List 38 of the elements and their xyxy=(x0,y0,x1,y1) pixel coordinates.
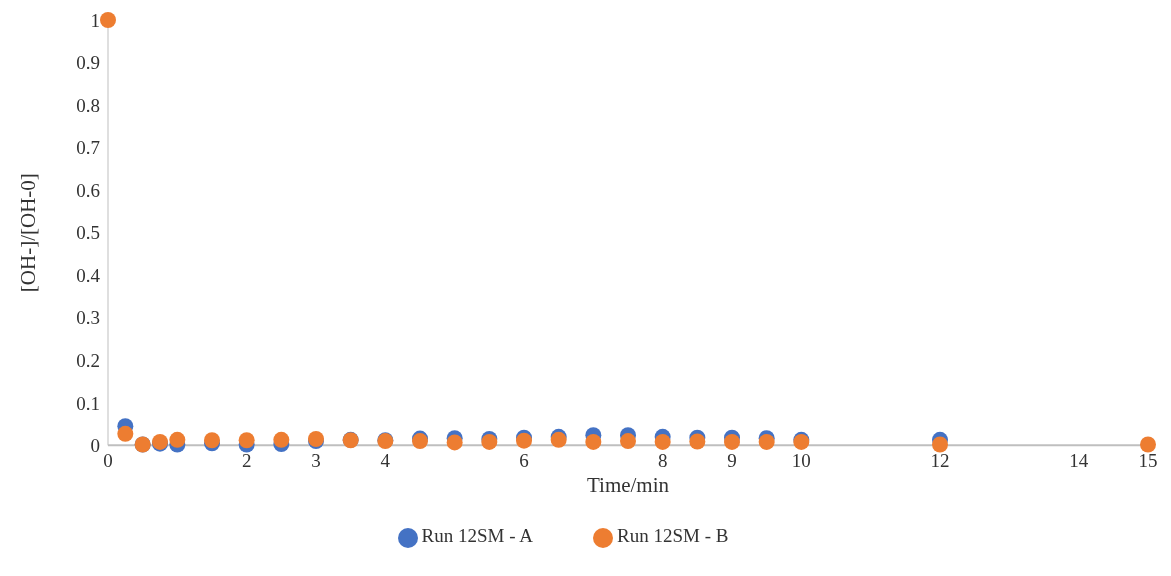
point xyxy=(1140,436,1156,453)
x-tick-label: 8 xyxy=(657,449,668,471)
y-tick-label: 0.3 xyxy=(76,307,100,329)
x-tick-label: 14 xyxy=(1069,449,1089,471)
y-tick-label: 0.8 xyxy=(76,94,100,116)
legend-label: Run 12SM - A xyxy=(421,525,533,547)
point xyxy=(446,434,463,451)
x-tick-label: 4 xyxy=(380,449,391,471)
point xyxy=(654,433,671,450)
point xyxy=(169,431,186,448)
y-axis-title: [OH-]/[OH-0] xyxy=(16,173,41,293)
point xyxy=(724,433,740,450)
y-tick-label: 0.5 xyxy=(76,222,100,244)
point xyxy=(585,433,602,450)
y-tick-label: 0.4 xyxy=(76,264,101,286)
y-tick-label: 0.7 xyxy=(76,137,100,159)
point xyxy=(620,433,636,450)
y-tick-label: 1 xyxy=(90,9,100,31)
x-tick-label: 6 xyxy=(519,449,529,471)
point xyxy=(117,425,134,442)
point xyxy=(689,433,706,450)
point xyxy=(273,431,290,448)
point xyxy=(238,432,255,449)
x-tick-label: 10 xyxy=(791,449,811,471)
y-tick-label: 0.2 xyxy=(76,350,100,372)
x-tick-label: 12 xyxy=(930,449,950,471)
x-tick-label: 3 xyxy=(311,449,321,471)
legend-label: Run 12SM - B xyxy=(617,525,729,547)
y-tick-label: 0.9 xyxy=(76,52,100,74)
x-axis-title: Time/min xyxy=(586,473,670,498)
x-tick-label: 15 xyxy=(1138,449,1158,471)
x-tick-label: 9 xyxy=(727,449,737,471)
x-tick-label: 2 xyxy=(241,449,252,471)
y-tick-label: 0 xyxy=(90,435,100,457)
y-tick-label: 0.6 xyxy=(76,179,100,201)
y-tick-label: 0.1 xyxy=(76,392,100,414)
point xyxy=(100,12,116,28)
point xyxy=(932,436,948,453)
